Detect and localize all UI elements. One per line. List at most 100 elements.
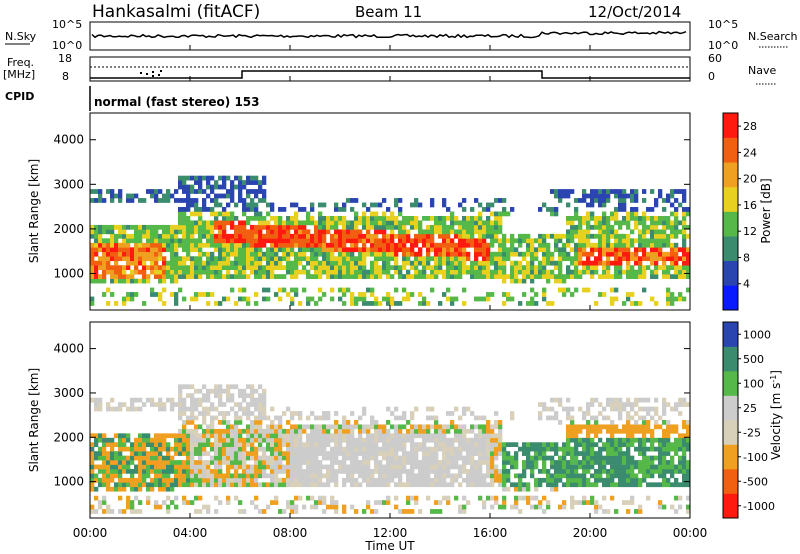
- heatmap-cell: [330, 265, 335, 271]
- heatmap-cell: [258, 473, 263, 479]
- heatmap-cell: [150, 477, 155, 483]
- heatmap-cell: [246, 451, 251, 456]
- heatmap-cell: [210, 260, 215, 266]
- heatmap-cell: [178, 242, 183, 248]
- heatmap-cell: [686, 473, 691, 479]
- heatmap-cell: [294, 451, 299, 456]
- heatmap-cell: [362, 256, 367, 262]
- heatmap-cell: [686, 287, 691, 293]
- heatmap-cell: [530, 274, 535, 279]
- heatmap-cell: [474, 296, 479, 302]
- heatmap-cell: [666, 469, 671, 474]
- freq-point: [158, 74, 160, 76]
- heatmap-cell: [526, 251, 531, 257]
- heatmap-cell: [218, 211, 223, 217]
- heatmap-cell: [302, 269, 307, 275]
- heatmap-cell: [262, 265, 267, 271]
- heatmap-cell: [478, 437, 483, 443]
- heatmap-cell: [366, 437, 371, 443]
- heatmap-cell: [278, 265, 283, 271]
- heatmap-cell: [566, 242, 571, 248]
- heatmap-cell: [354, 265, 359, 271]
- heatmap-cell: [478, 451, 483, 456]
- heatmap-cell: [614, 482, 619, 488]
- heatmap-cell: [482, 247, 487, 253]
- heatmap-cell: [302, 220, 307, 226]
- heatmap-cell: [422, 424, 427, 430]
- heatmap-cell: [90, 274, 95, 279]
- heatmap-cell: [610, 189, 615, 194]
- heatmap-cell: [650, 256, 655, 262]
- heatmap-cell: [434, 446, 439, 452]
- heatmap-cell: [482, 446, 487, 452]
- heatmap-cell: [242, 388, 247, 394]
- heatmap-cell: [554, 473, 559, 479]
- heatmap-cell: [242, 460, 247, 465]
- heatmap-cell: [274, 460, 279, 465]
- heatmap-cell: [146, 278, 151, 284]
- heatmap-cell: [262, 428, 267, 434]
- heatmap-cell: [522, 278, 527, 284]
- heatmap-cell: [438, 256, 443, 262]
- heatmap-cell: [410, 455, 415, 461]
- heatmap-cell: [518, 238, 523, 244]
- heatmap-cell: [182, 442, 187, 448]
- heatmap-cell: [246, 482, 251, 488]
- heatmap-cell: [582, 460, 587, 465]
- heatmap-cell: [494, 495, 499, 501]
- heatmap-cell: [682, 211, 687, 217]
- heatmap-cell: [274, 469, 279, 474]
- heatmap-cell: [210, 477, 215, 483]
- heatmap-cell: [586, 269, 591, 275]
- heatmap-cell: [190, 242, 195, 248]
- heatmap-cell: [498, 211, 503, 217]
- heatmap-cell: [574, 229, 579, 235]
- heatmap-cell: [190, 256, 195, 262]
- heatmap-cell: [478, 415, 483, 421]
- heatmap-cell: [522, 473, 527, 479]
- heatmap-cell: [486, 207, 491, 212]
- heatmap-cell: [226, 247, 231, 253]
- heatmap-cell: [406, 229, 411, 235]
- heatmap-cell: [178, 482, 183, 488]
- heatmap-cell: [282, 469, 287, 474]
- heatmap-cell: [686, 433, 691, 439]
- heatmap-cell: [522, 482, 527, 488]
- heatmap-cell: [478, 251, 483, 257]
- heatmap-cell: [410, 242, 415, 248]
- heatmap-cell: [458, 455, 463, 461]
- heatmap-cell: [334, 411, 339, 416]
- heatmap-cell: [390, 265, 395, 271]
- heatmap-cell: [314, 224, 319, 230]
- heatmap-cell: [662, 460, 667, 465]
- heatmap-cell: [338, 265, 343, 271]
- heatmap-cell: [206, 460, 211, 465]
- heatmap-cell: [174, 442, 179, 448]
- heatmap-cell: [142, 301, 147, 306]
- heatmap-cell: [290, 477, 295, 483]
- heatmap-cell: [342, 460, 347, 465]
- heatmap-cell: [218, 301, 223, 306]
- heatmap-cell: [402, 224, 407, 230]
- heatmap-cell: [242, 442, 247, 448]
- heatmap-cell: [646, 265, 651, 271]
- heatmap-cell: [210, 220, 215, 226]
- heatmap-cell: [226, 473, 231, 479]
- heatmap-cell: [530, 455, 535, 461]
- heatmap-cell: [514, 500, 519, 505]
- heatmap-cell: [238, 473, 243, 479]
- heatmap-cell: [298, 229, 303, 235]
- heatmap-cell: [118, 189, 123, 194]
- heatmap-cell: [238, 180, 243, 185]
- heatmap-cell: [270, 464, 275, 470]
- heatmap-cell: [254, 482, 259, 488]
- heatmap-cell: [678, 460, 683, 465]
- heatmap-cell: [614, 509, 619, 514]
- heatmap-cell: [438, 500, 443, 505]
- heatmap-cell: [134, 482, 139, 488]
- heatmap-cell: [326, 437, 331, 443]
- heatmap-cell: [158, 397, 163, 403]
- heatmap-cell: [178, 388, 183, 394]
- heatmap-cell: [138, 406, 143, 412]
- heatmap-cell: [142, 278, 147, 284]
